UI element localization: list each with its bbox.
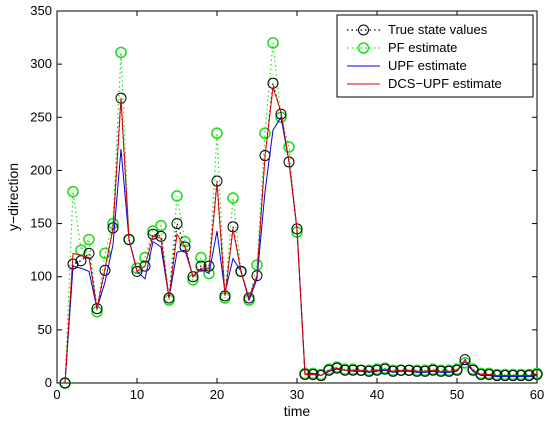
- x-tick-label: 20: [210, 387, 224, 402]
- data-point: [459, 357, 471, 369]
- y-axis-label: y−direction: [5, 163, 21, 231]
- axis-ticks: 0 10 20 30 40 50 60 0 50 100 150 200 250 300 350: [30, 3, 544, 402]
- data-point: [115, 46, 127, 59]
- data-point: [171, 190, 183, 202]
- legend-box: [336, 14, 534, 98]
- y-tick-label: 150: [30, 216, 52, 231]
- legend-label: PF estimate: [388, 40, 457, 55]
- x-tick-label: 40: [370, 387, 384, 402]
- y-tick-label: 200: [30, 162, 52, 177]
- data-point: [91, 303, 103, 315]
- data-point: [195, 251, 207, 264]
- y-tick-label: 50: [38, 322, 52, 337]
- data-point: [459, 354, 471, 366]
- data-point: [179, 241, 191, 253]
- x-tick-label: 30: [290, 387, 304, 402]
- data-point: [227, 192, 239, 204]
- data-point: [315, 370, 327, 382]
- data-point: [195, 260, 207, 272]
- y-tick-label: 0: [45, 375, 52, 390]
- data-point: [379, 363, 391, 375]
- data-point: [331, 362, 343, 374]
- data-point: [531, 368, 543, 380]
- x-axis-label: time: [284, 403, 311, 419]
- legend-label: True state values: [388, 22, 488, 37]
- x-tick-label: 50: [450, 387, 464, 402]
- data-point: [211, 127, 223, 140]
- y-tick-label: 350: [30, 3, 52, 18]
- data-point: [131, 265, 143, 277]
- data-point: [155, 219, 167, 232]
- data-point: [99, 247, 111, 260]
- data-point: [283, 156, 295, 168]
- data-point: [187, 271, 199, 283]
- data-point: [147, 228, 159, 240]
- y-tick-label: 100: [30, 269, 52, 284]
- series-layer: [59, 37, 543, 389]
- legend-label: DCS−UPF estimate: [388, 76, 502, 91]
- data-point: [267, 37, 279, 49]
- legend-marker: [358, 24, 369, 36]
- y-tick-label: 250: [30, 109, 52, 124]
- data-point: [99, 264, 111, 276]
- x-tick-label: 60: [530, 387, 544, 402]
- x-tick-label: 0: [53, 387, 60, 402]
- data-point: [139, 260, 151, 272]
- y-tick-label: 300: [30, 56, 52, 71]
- legend-label: UPF estimate: [388, 58, 467, 73]
- data-point: [83, 233, 95, 246]
- series-line: [64, 87, 538, 384]
- data-point: [451, 364, 463, 376]
- series-3: [64, 87, 538, 384]
- legend-marker: [357, 42, 370, 54]
- x-tick-label: 10: [130, 387, 144, 402]
- data-point: [67, 185, 79, 198]
- data-point: [243, 292, 255, 304]
- data-point: [163, 292, 175, 304]
- data-point: [283, 141, 295, 153]
- data-point: [171, 218, 183, 230]
- data-point: [235, 265, 247, 277]
- legend: True state values PF estimate UPF estimate…: [336, 14, 534, 98]
- data-point: [259, 127, 271, 140]
- data-point: [427, 364, 439, 376]
